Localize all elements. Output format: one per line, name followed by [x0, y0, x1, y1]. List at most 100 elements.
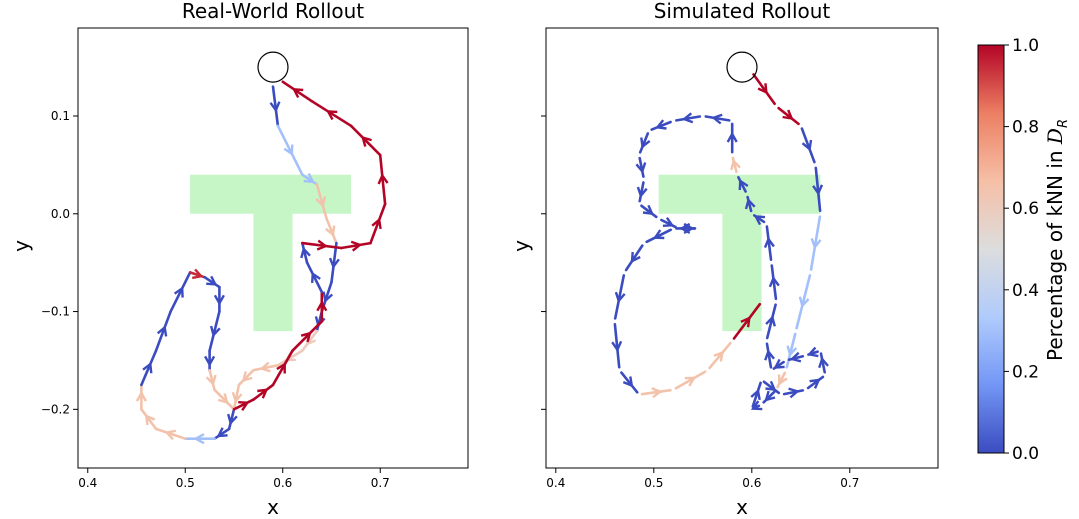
trajectory-line [708, 341, 732, 370]
trajectory-line [252, 383, 275, 401]
trajectory-arrow [622, 376, 634, 388]
trajectory-line [154, 310, 172, 353]
trajectory-segment [812, 166, 824, 213]
trajectory-arrow [303, 173, 315, 184]
trajectory-segment [188, 268, 207, 280]
trajectory-segment [205, 368, 217, 392]
trajectory-line [645, 228, 673, 244]
y-tick-label: 0.1 [51, 109, 70, 123]
trajectory-arrow [164, 429, 177, 441]
trajectory-line [213, 388, 236, 411]
trajectory-segment [744, 195, 756, 213]
trajectory-segment [764, 342, 775, 369]
trajectory-line [638, 132, 650, 154]
trajectory-segment [636, 181, 648, 203]
x-tick-label: 0.7 [840, 476, 859, 490]
trajectory-segment [325, 217, 338, 245]
panel-real-world: Real-World Rollout 0.4 0.5 0.6 0.7−0.2−0.10… [9, 0, 469, 519]
trajectory-arrow [209, 325, 221, 338]
axes-frame [77, 27, 469, 469]
trajectory-line [800, 127, 816, 164]
trajectory-arrow [156, 325, 168, 337]
x-axis-label: x [736, 495, 748, 519]
trajectory-line [732, 302, 762, 340]
trajectory-segment [269, 85, 281, 128]
trajectory-segment [752, 73, 776, 106]
trajectory-line [349, 124, 382, 157]
trajectory-arrow [241, 371, 253, 383]
trajectory-line [271, 349, 294, 387]
trajectory-line [785, 332, 797, 369]
trajectory-segment [377, 153, 389, 206]
colorbar: 0.0 0.2 0.4 0.6 0.8 1.0 Percentage of kNN in … [977, 36, 1071, 464]
plot-area: 0.4 0.5 0.6 0.7 [541, 27, 939, 490]
trajectory-line [154, 427, 187, 441]
trajectory-arrow [311, 271, 321, 283]
trajectory-arrow [750, 400, 763, 411]
target-t-shape [658, 174, 821, 332]
trajectory-segment [750, 381, 762, 408]
target-t-shape [190, 174, 351, 332]
trajectory-arrow [206, 275, 218, 286]
trajectory-line [765, 342, 773, 369]
trajectory-segment [316, 290, 328, 323]
trajectory-arrow [142, 361, 153, 374]
x-tick-label: 0.5 [644, 476, 663, 490]
trajectory-segment [809, 215, 822, 271]
trajectory-arrow [652, 229, 665, 240]
trajectory-line [169, 271, 192, 313]
trajectory-segment [785, 332, 798, 369]
trajectory-segment [732, 302, 762, 340]
trajectory-segment [675, 112, 702, 124]
trajectory-arrow [801, 139, 813, 152]
trajectory-arrow [300, 331, 312, 343]
trajectory-line [369, 202, 387, 245]
trajectory-arrow [768, 275, 780, 288]
trajectory-segment [328, 241, 340, 284]
trajectory-arrow [679, 222, 691, 234]
trajectory-arrow [753, 215, 766, 226]
trajectory-segment [281, 80, 314, 103]
trajectory-arrow [726, 131, 738, 143]
start-marker [726, 51, 758, 83]
trajectory-segment [231, 383, 243, 411]
trajectory-segment [300, 241, 311, 265]
trajectory-line [613, 322, 621, 369]
x-tick-label: 0.4 [546, 476, 565, 490]
trajectory-arrow [640, 137, 651, 149]
trajectory-line [276, 124, 304, 176]
trajectory-segment [184, 433, 216, 445]
trajectory-arrow [227, 413, 238, 426]
trajectory-segment [624, 244, 644, 272]
trajectory-line [315, 183, 328, 220]
trajectory-arrow [744, 197, 756, 210]
trajectory-segment [806, 375, 825, 390]
trajectory-segment [772, 358, 785, 370]
panel-simulated: Simulated Rollout 0.4 0.5 0.6 0.7 x y [509, 0, 939, 519]
trajectory-arrow [135, 390, 147, 402]
trajectory-arrow [773, 358, 785, 369]
trajectory-line [305, 261, 324, 294]
colorbar-tick-label: 1.0 [1012, 36, 1039, 56]
panel-title: Real-World Rollout [182, 0, 364, 23]
x-tick-label: 0.4 [78, 476, 97, 490]
trajectory-line [300, 241, 343, 250]
trajectory-segment [252, 383, 275, 401]
trajectory-segment [806, 346, 819, 358]
panel-title: Simulated Rollout [654, 0, 831, 23]
trajectory-segment [339, 240, 372, 252]
trajectory-arrow [217, 393, 229, 405]
y-tick-label: −0.2 [41, 402, 70, 416]
trajectory-arrow [371, 217, 382, 230]
colorbar-gradient [977, 44, 1005, 454]
trajectory-line [777, 106, 800, 126]
trajectory-arrow [662, 217, 675, 227]
colorbar-tick-label: 0.8 [1012, 118, 1039, 138]
trajectory-segment [213, 285, 225, 313]
trajectory-segment [768, 264, 780, 301]
trajectory-line [752, 73, 776, 106]
trajectory-segment [674, 370, 707, 390]
trajectory-segment [752, 214, 766, 226]
trajectory-arrow [269, 101, 281, 113]
trajectory-segment [645, 228, 673, 244]
